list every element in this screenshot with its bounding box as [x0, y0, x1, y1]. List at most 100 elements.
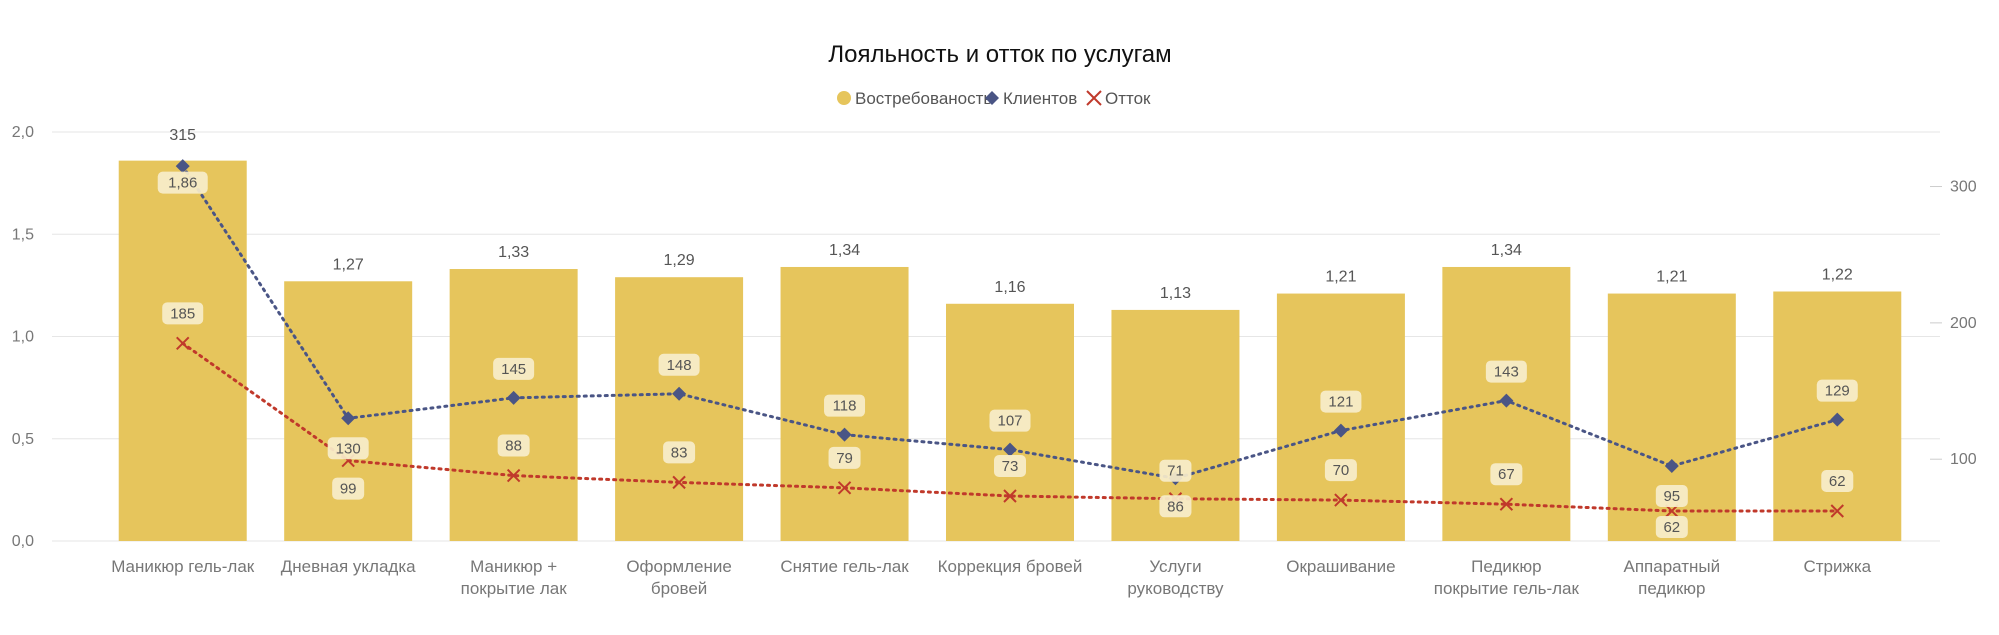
category-label: педикюр — [1638, 579, 1705, 598]
category-label: Аппаратный — [1623, 557, 1720, 576]
data-label-text: 145 — [501, 361, 526, 378]
data-label-box — [327, 437, 369, 460]
churn-value-label: 62 — [1821, 470, 1854, 493]
data-label-box — [1655, 485, 1688, 508]
churn-marker — [176, 336, 190, 351]
client-marker — [1333, 423, 1348, 438]
churn-value-label: 83 — [663, 441, 696, 464]
bar-value-label: 1,13 — [1160, 285, 1191, 302]
bar — [615, 277, 744, 541]
data-label-text: 62 — [1663, 519, 1680, 536]
data-label-text: 121 — [1328, 394, 1353, 411]
left-tick-label: 1,0 — [12, 329, 34, 346]
client-value-label: 95 — [1655, 485, 1688, 508]
bar-value-label: 1,29 — [664, 252, 695, 269]
data-label-box — [497, 434, 530, 457]
category-label: Снятие гель-лак — [780, 557, 909, 576]
data-label-text: 129 — [1825, 383, 1850, 400]
data-label-box — [989, 409, 1031, 432]
churn-value-label: 71 — [1159, 459, 1192, 482]
churn-marker — [1334, 493, 1348, 507]
client-value-label: 86 — [1159, 495, 1192, 518]
bar — [284, 281, 413, 541]
client-marker — [175, 159, 190, 174]
legend-label: Востребованость — [855, 89, 992, 108]
legend-swatch-diamond — [985, 91, 999, 105]
bar-value-label: 1,34 — [1491, 242, 1522, 259]
series-line-clients — [181, 164, 1839, 480]
data-label-text: 70 — [1333, 462, 1350, 479]
legend-item: Отток — [1086, 89, 1151, 108]
left-tick-label: 0,0 — [12, 533, 34, 550]
client-marker — [1499, 393, 1514, 408]
client-value-label: 118 — [824, 394, 866, 417]
legend-label: Отток — [1105, 89, 1151, 108]
bars — [118, 160, 1902, 541]
client-marker — [1003, 442, 1017, 457]
data-label-text: 86 — [1167, 498, 1184, 515]
data-label-text: 62 — [1829, 473, 1846, 490]
data-label-text: 99 — [340, 481, 357, 498]
data-label-box — [493, 357, 535, 380]
data-label-box — [824, 394, 866, 417]
bar-labels: 1,27 1,33 1,29 1,34 1,16 1,13 1,21 1,34 1,21 1,22… — [169, 127, 1853, 302]
legend-swatch-x — [1086, 90, 1102, 106]
left-tick-label: 1,5 — [12, 226, 34, 243]
client-marker — [1664, 459, 1679, 474]
client-value-label: 143 — [1485, 360, 1527, 383]
category-label: Оформление — [626, 557, 732, 576]
category-label: Маникюр + — [470, 557, 557, 576]
right-tick-label: 100 — [1950, 451, 1977, 468]
client-value-label: 148 — [658, 353, 700, 376]
data-label-box — [1655, 516, 1688, 539]
churn-marker — [1003, 489, 1017, 503]
category-label: Дневная укладка — [281, 557, 416, 576]
data-label-box — [1159, 495, 1192, 518]
data-label-text: 185 — [170, 305, 195, 322]
category-label: руководству — [1127, 579, 1224, 598]
data-labels: 1,86 130 145 148 118 107 86 121 143 95 129 185 99 88 8… — [157, 171, 1858, 539]
data-label-box — [1816, 379, 1858, 402]
data-label-box — [1320, 390, 1362, 413]
churn-value-label: 62 — [1655, 516, 1688, 539]
data-label-box — [828, 446, 861, 469]
client-value-label: 121 — [1320, 390, 1362, 413]
right-axis: 100 200 300 — [1930, 179, 1977, 468]
bar-value-label: 1,34 — [829, 242, 860, 259]
legend-swatch-circle — [837, 91, 851, 105]
right-tick-label: 200 — [1950, 315, 1977, 332]
right-tick-label: 300 — [1950, 179, 1977, 196]
category-label: Коррекция бровей — [938, 557, 1083, 576]
left-tick-label: 0,5 — [12, 431, 34, 448]
client-value-label: 145 — [493, 357, 535, 380]
data-label-text: 130 — [336, 440, 361, 457]
churn-value-label: 67 — [1490, 463, 1523, 486]
bar-value-label: 1,27 — [333, 256, 364, 273]
churn-marker — [1830, 504, 1844, 518]
data-label-text: 148 — [667, 357, 692, 374]
churn-value-label: 88 — [497, 434, 530, 457]
client-marker — [1830, 412, 1845, 427]
series-lines — [181, 164, 1839, 513]
category-label: покрытие гель-лак — [1434, 579, 1580, 598]
data-label-box — [1490, 463, 1523, 486]
legend-item: Востребованость — [837, 89, 992, 108]
churn-marker — [1499, 497, 1514, 511]
client-marker — [506, 390, 521, 405]
data-label-text: 83 — [671, 444, 688, 461]
data-label-text: 79 — [836, 450, 853, 467]
bar-value-label: 1,86 — [157, 171, 208, 194]
bar-value-label: 1,33 — [498, 244, 529, 261]
client-marker — [672, 386, 687, 401]
data-label-text: 71 — [1167, 463, 1184, 480]
chart-title: Лояльность и отток по услугам — [828, 41, 1171, 68]
left-axis: 0,0 0,5 1,0 1,5 2,0 — [12, 124, 34, 550]
data-label-box — [663, 441, 696, 464]
bar-value-label: 1,21 — [1325, 269, 1356, 286]
bar — [1276, 293, 1405, 541]
churn-value-label: 73 — [994, 455, 1026, 478]
bar-value-label: 1,16 — [994, 279, 1025, 296]
client-marker — [341, 411, 356, 426]
